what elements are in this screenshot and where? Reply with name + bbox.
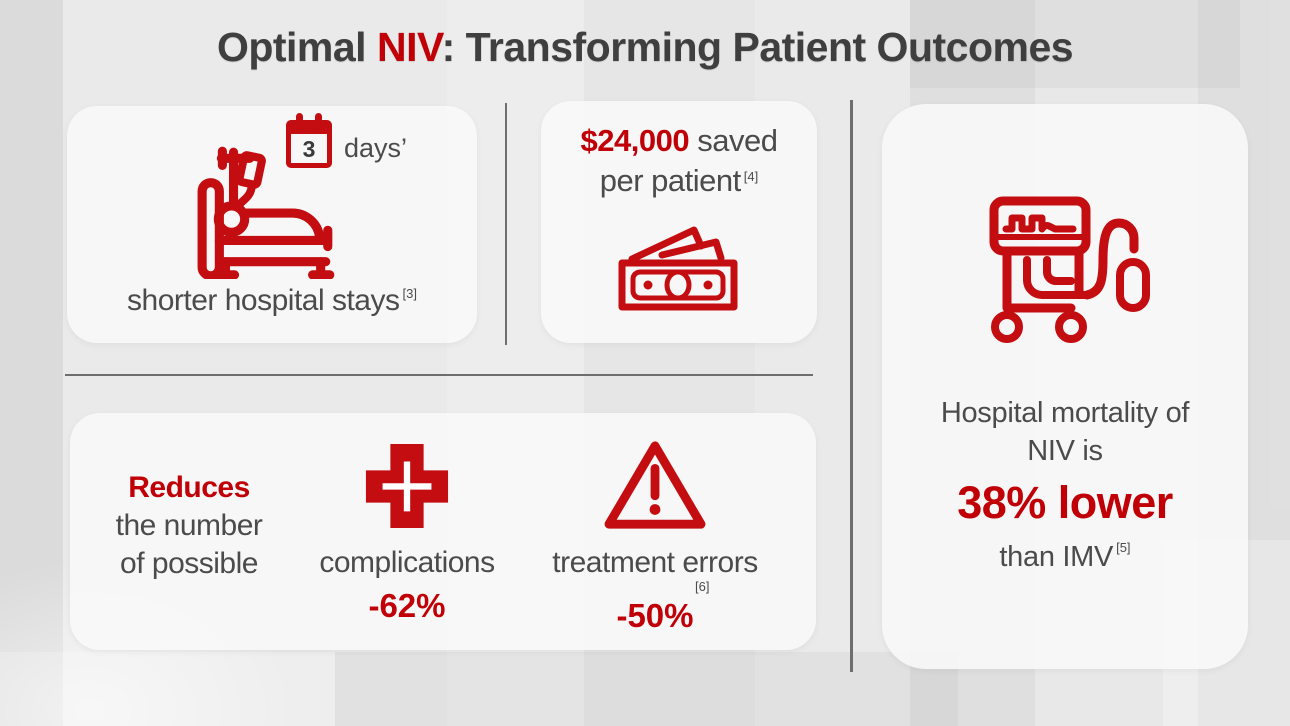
errors-value: -50% bbox=[616, 597, 694, 634]
title-highlight: NIV bbox=[376, 24, 442, 70]
card-savings: $24,000 saved per patient [4] bbox=[541, 101, 817, 343]
calendar-pin bbox=[296, 113, 303, 129]
savings-subline: per patient [4] bbox=[541, 163, 817, 199]
citation-3: [3] bbox=[402, 286, 417, 301]
calendar-day-number: 3 bbox=[302, 135, 316, 162]
days-label: days’ bbox=[344, 133, 408, 163]
citation-6: [6] bbox=[695, 579, 710, 594]
hospital-bed-icon bbox=[193, 142, 345, 279]
card-mortality: Hospital mortality of NIV is 38% lower t… bbox=[882, 104, 1248, 669]
mortality-line1: Hospital mortality of bbox=[940, 397, 1190, 429]
stays-caption: shorter hospital stays [3] bbox=[67, 284, 477, 318]
warning-triangle-icon bbox=[602, 438, 708, 532]
reduction-lead-highlight: Reduces bbox=[128, 471, 250, 504]
reduction-lead-line3: of possible bbox=[120, 547, 258, 580]
complications-stat: complications -62% bbox=[292, 413, 522, 650]
mortality-line3-text: than IMV bbox=[999, 541, 1114, 573]
background-patch bbox=[335, 652, 958, 726]
complications-value: -62% bbox=[368, 587, 446, 624]
background-patch bbox=[0, 652, 335, 726]
horizontal-divider bbox=[65, 374, 813, 376]
stays-caption-text: shorter hospital stays bbox=[127, 284, 400, 317]
title-post: : Transforming Patient Outcomes bbox=[441, 24, 1074, 70]
savings-headline: $24,000 saved bbox=[541, 123, 817, 159]
vertical-divider bbox=[850, 100, 853, 672]
card-shorter-stays: 3 days’ shorter hospital stays [3] bbox=[67, 106, 477, 343]
page-title: Optimal NIV: Transforming Patient Outcom… bbox=[0, 24, 1290, 71]
vertical-divider bbox=[505, 103, 507, 345]
ventilator-icon bbox=[989, 196, 1151, 346]
errors-stat: treatment errors [6] -50% bbox=[540, 413, 770, 650]
card-reduction: Reduces the number of possible complicat… bbox=[70, 413, 816, 650]
citation-4: [4] bbox=[743, 169, 759, 184]
mortality-line2: NIV is bbox=[1027, 435, 1103, 467]
banknotes-icon bbox=[613, 213, 745, 315]
calendar-icon: 3 bbox=[286, 113, 332, 168]
citation-5: [5] bbox=[1116, 540, 1131, 555]
savings-amount-suffix: saved bbox=[689, 123, 778, 158]
reduction-lead-line2: the number bbox=[115, 509, 263, 542]
complications-label: complications bbox=[319, 546, 495, 579]
background-band bbox=[0, 0, 63, 726]
medical-cross-icon bbox=[363, 440, 451, 532]
mortality-text: Hospital mortality of NIV is 38% lower t… bbox=[882, 394, 1248, 581]
calendar-pin bbox=[315, 113, 322, 129]
mortality-line3: than IMV [5] bbox=[882, 538, 1248, 581]
savings-subline-text: per patient bbox=[599, 163, 742, 198]
savings-amount: $24,000 bbox=[580, 123, 690, 158]
reduction-lead: Reduces the number of possible bbox=[94, 469, 284, 583]
title-pre: Optimal bbox=[216, 24, 377, 70]
mortality-highlight: 38% lower bbox=[957, 477, 1173, 528]
errors-label: treatment errors bbox=[552, 546, 758, 579]
